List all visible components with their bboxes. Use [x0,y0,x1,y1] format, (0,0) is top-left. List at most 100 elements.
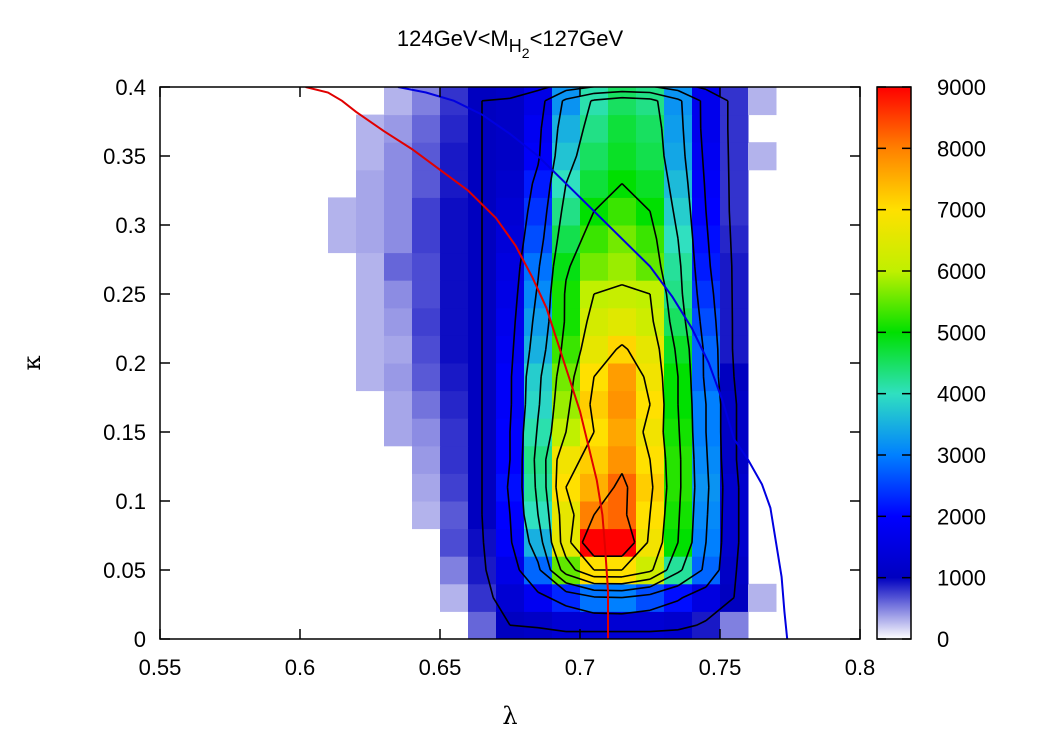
heat-cell [356,252,385,281]
colorbar-tick-label: 8000 [937,136,986,161]
heat-cell [720,114,749,143]
heat-cell [720,501,749,530]
heat-cell [720,252,749,281]
heat-cell [496,528,525,557]
heat-cell [412,280,441,309]
x-tick-label: 0.75 [699,655,742,680]
heat-cell [384,363,413,392]
heat-cell [384,87,413,116]
heat-cell [720,528,749,557]
heat-cell [384,252,413,281]
colorbar-tick-label: 6000 [937,259,986,284]
y-axis-label: κ [18,356,46,371]
heat-cell [692,114,721,143]
heat-cell [608,307,637,336]
heat-cell [692,556,721,585]
heat-cell [496,307,525,336]
heat-cell [720,169,749,198]
heat-cell [636,363,665,392]
heat-cell [720,307,749,336]
heat-cell [496,87,525,116]
heat-cell [608,197,637,226]
heat-cell [496,473,525,502]
heat-cell [356,280,385,309]
heat-cell [412,252,441,281]
heat-cell [496,197,525,226]
heat-cell [496,169,525,198]
heat-cell [608,418,637,447]
heat-cell [412,473,441,502]
colorbar-tick-label: 9000 [937,75,986,100]
heat-cell [356,225,385,254]
heat-cell [636,473,665,502]
heat-cell [356,335,385,364]
heat-cell [692,87,721,116]
heat-cell [496,583,525,612]
heat-cell [328,225,357,254]
y-tick-label: 0 [134,627,146,652]
heat-cell [608,114,637,143]
heat-cell [440,197,469,226]
heat-cell [608,390,637,419]
heat-cell [356,307,385,336]
heat-cell [580,225,609,254]
heat-cell [636,611,665,639]
heat-cell [608,142,637,171]
y-tick-label: 0.25 [103,282,146,307]
y-tick-label: 0.05 [103,558,146,583]
heat-cell [412,445,441,474]
colorbar-tick-label: 2000 [937,504,986,529]
title-sub: H [509,36,522,56]
heat-cell [720,556,749,585]
heat-cell [412,501,441,530]
heat-cell [328,197,357,226]
contour-line [555,284,668,578]
heat-cell [384,307,413,336]
heat-cell [664,556,693,585]
heat-cell [664,611,693,639]
y-tick-label: 0.2 [115,351,146,376]
heat-cell [384,114,413,143]
heat-cell [412,197,441,226]
x-tick-label: 0.8 [845,655,876,680]
heat-cell [608,445,637,474]
colorbar: 0 1000 2000 3000 4000 5000 6000 7000 8000 9000 [876,75,986,652]
x-tick-label: 0.7 [565,655,596,680]
title-pre: 124GeV<M [397,26,509,51]
heat-cell [524,363,553,392]
heat-cell [524,169,553,198]
heat-cell [720,225,749,254]
heat-cell [384,418,413,447]
heat-cell [356,142,385,171]
colorbar-tick-label: 1000 [937,566,986,591]
heat-cell [748,142,777,171]
heat-cell [440,225,469,254]
heat-cell [524,225,553,254]
heat-cell [384,390,413,419]
heat-cell [496,114,525,143]
heat-cell [440,445,469,474]
heat-cell [636,169,665,198]
heat-cell [636,418,665,447]
heat-cell [524,473,553,502]
colorbar-tick-label: 3000 [937,443,986,468]
heat-cell [580,169,609,198]
heat-cell [664,114,693,143]
heat-cell [664,252,693,281]
heat-cell [664,280,693,309]
heat-cell [524,528,553,557]
heat-cell [580,142,609,171]
colorbar-gradient [876,86,912,640]
heat-cell [412,169,441,198]
heat-cell [412,335,441,364]
heat-cell [524,583,553,612]
heat-cell [552,87,581,116]
heat-cell [748,583,777,612]
heat-cell [440,473,469,502]
boundary-curves [305,87,789,639]
heat-cell [720,142,749,171]
x-tick-label: 0.6 [285,655,316,680]
heat-cell [440,556,469,585]
heat-cell [412,418,441,447]
